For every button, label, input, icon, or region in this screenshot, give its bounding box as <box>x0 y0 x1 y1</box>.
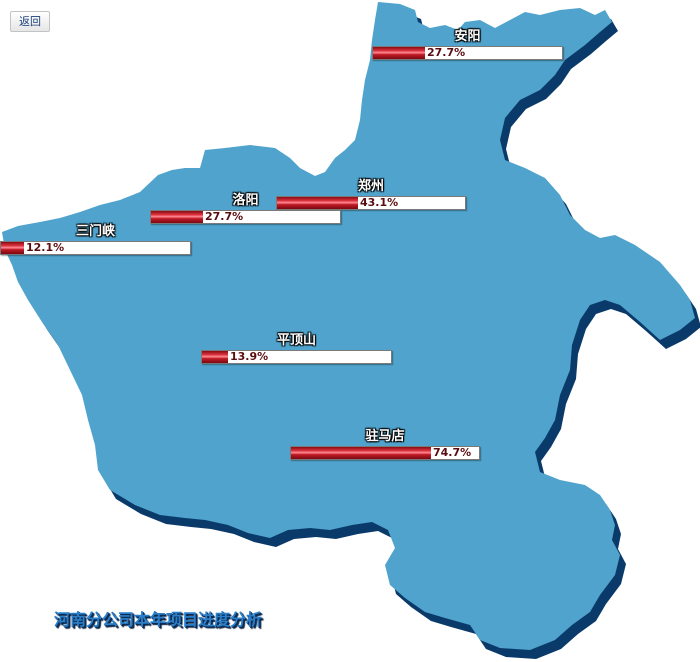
map-title: 河南分公司本年项目进度分析 <box>54 610 263 629</box>
city-name: 郑州 <box>357 179 384 194</box>
progress-value: 74.7% <box>433 446 472 459</box>
progress-fill <box>202 351 228 363</box>
progress-fill <box>291 447 431 459</box>
city-marker-zhengzhou[interactable]: 郑州 43.1% <box>276 179 466 211</box>
progress-value: 27.7% <box>427 46 466 59</box>
city-marker-anyang[interactable]: 安阳 27.7% <box>372 29 563 61</box>
map-region-henan <box>2 2 695 650</box>
progress-value: 43.1% <box>360 196 399 209</box>
city-marker-sanmenxia[interactable]: 三门峡 12.1% <box>0 224 191 256</box>
city-marker-pingdingshan[interactable]: 平顶山 13.9% <box>201 333 392 365</box>
city-name: 平顶山 <box>276 333 316 348</box>
city-name: 三门峡 <box>75 224 115 239</box>
city-name: 驻马店 <box>365 429 405 444</box>
progress-fill <box>151 211 203 223</box>
back-button[interactable]: 返回 <box>10 11 50 32</box>
progress-fill <box>373 47 425 59</box>
progress-bar: 27.7% <box>150 210 341 224</box>
progress-bar: 13.9% <box>201 350 392 364</box>
progress-fill <box>1 242 24 254</box>
progress-fill <box>277 197 358 209</box>
progress-bar: 74.7% <box>290 446 480 460</box>
city-name: 洛阳 <box>232 193 259 208</box>
city-marker-zhumadian[interactable]: 驻马店 74.7% <box>290 429 480 461</box>
progress-value: 27.7% <box>205 210 244 223</box>
progress-value: 12.1% <box>26 241 65 254</box>
progress-bar: 43.1% <box>276 196 466 210</box>
city-marker-luoyang[interactable]: 洛阳 27.7% <box>150 193 341 225</box>
progress-value: 13.9% <box>230 350 269 363</box>
city-name: 安阳 <box>454 29 481 44</box>
progress-bar: 27.7% <box>372 46 563 60</box>
progress-bar: 12.1% <box>0 241 191 255</box>
